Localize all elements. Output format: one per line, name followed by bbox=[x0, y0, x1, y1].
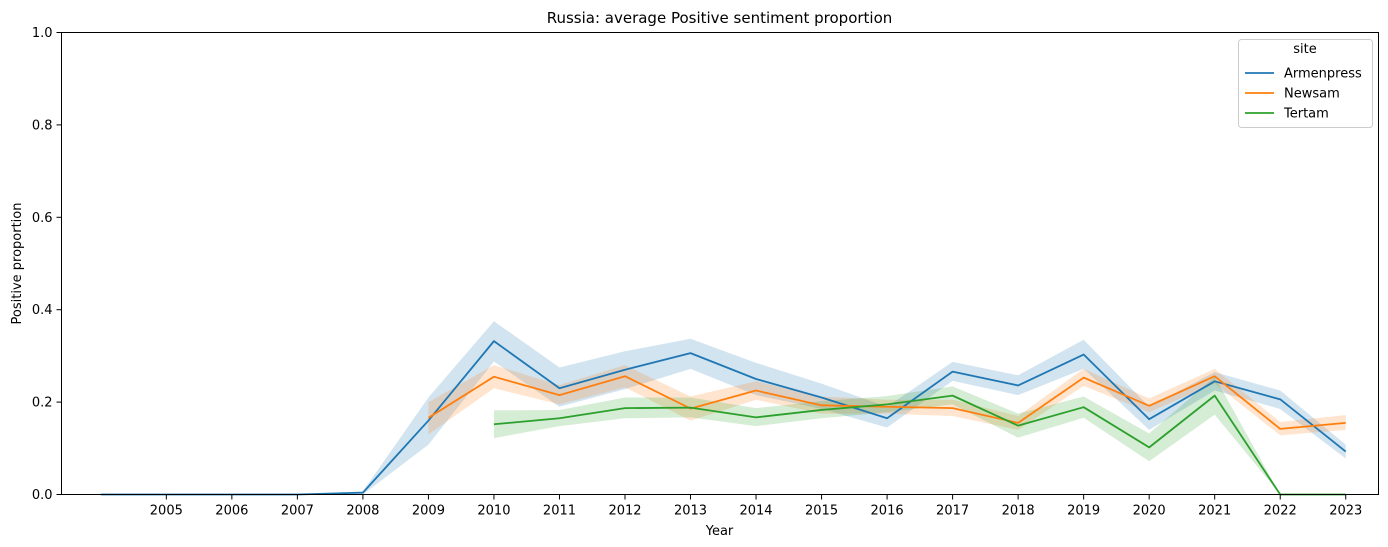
y-tick-label: 0.4 bbox=[32, 303, 53, 318]
legend-items: Armenpress Newsam Tertam bbox=[1245, 67, 1362, 122]
legend-title: site bbox=[1293, 42, 1316, 57]
y-tick-label: 0.2 bbox=[32, 396, 53, 411]
y-tick-label: 0.8 bbox=[32, 118, 53, 133]
y-tick-label: 0.0 bbox=[32, 488, 53, 503]
chart-title: Russia: average Positive sentiment propo… bbox=[547, 9, 893, 27]
x-axis-ticks: 2005 2006 2007 2008 2009 2010 2011 2012 2013 2014… bbox=[150, 494, 1362, 519]
x-axis-label: Year bbox=[705, 524, 734, 539]
x-tick-label: 2009 bbox=[412, 504, 445, 519]
x-tick-label: 2014 bbox=[739, 504, 772, 519]
x-tick-label: 2019 bbox=[1067, 504, 1100, 519]
x-tick-label: 2018 bbox=[1002, 504, 1035, 519]
x-tick-label: 2020 bbox=[1133, 504, 1166, 519]
legend-label-newsam: Newsam bbox=[1284, 87, 1340, 102]
legend: site Armenpress Newsam Tertam bbox=[1238, 39, 1373, 128]
x-tick-label: 2021 bbox=[1198, 504, 1231, 519]
x-tick-label: 2005 bbox=[150, 504, 183, 519]
x-tick-label: 2013 bbox=[674, 504, 707, 519]
x-tick-label: 2022 bbox=[1264, 504, 1297, 519]
x-tick-label: 2023 bbox=[1329, 504, 1362, 519]
x-tick-label: 2007 bbox=[281, 504, 314, 519]
y-tick-label: 1.0 bbox=[32, 26, 53, 41]
y-axis-ticks: 0.0 0.2 0.4 0.6 0.8 1.0 bbox=[32, 26, 62, 503]
x-tick-label: 2006 bbox=[215, 504, 248, 519]
y-tick-label: 0.6 bbox=[32, 211, 53, 226]
series-line-tertam bbox=[493, 394, 1346, 496]
ci-band-newsam bbox=[428, 365, 1346, 436]
confidence-bands bbox=[100, 321, 1346, 495]
plot-frame bbox=[61, 32, 1379, 495]
x-tick-label: 2012 bbox=[608, 504, 641, 519]
x-tick-label: 2016 bbox=[871, 504, 904, 519]
x-tick-label: 2008 bbox=[346, 504, 379, 519]
ci-band-armenpress bbox=[100, 321, 1346, 495]
y-axis-label: Positive proportion bbox=[10, 203, 25, 325]
x-tick-label: 2011 bbox=[543, 504, 576, 519]
x-tick-label: 2015 bbox=[805, 504, 838, 519]
legend-box bbox=[1238, 39, 1373, 128]
ci-band-tertam bbox=[493, 376, 1346, 495]
x-tick-label: 2017 bbox=[936, 504, 969, 519]
legend-label-tertam: Tertam bbox=[1283, 107, 1329, 122]
x-tick-label: 2010 bbox=[477, 504, 510, 519]
legend-label-armenpress: Armenpress bbox=[1284, 67, 1362, 82]
